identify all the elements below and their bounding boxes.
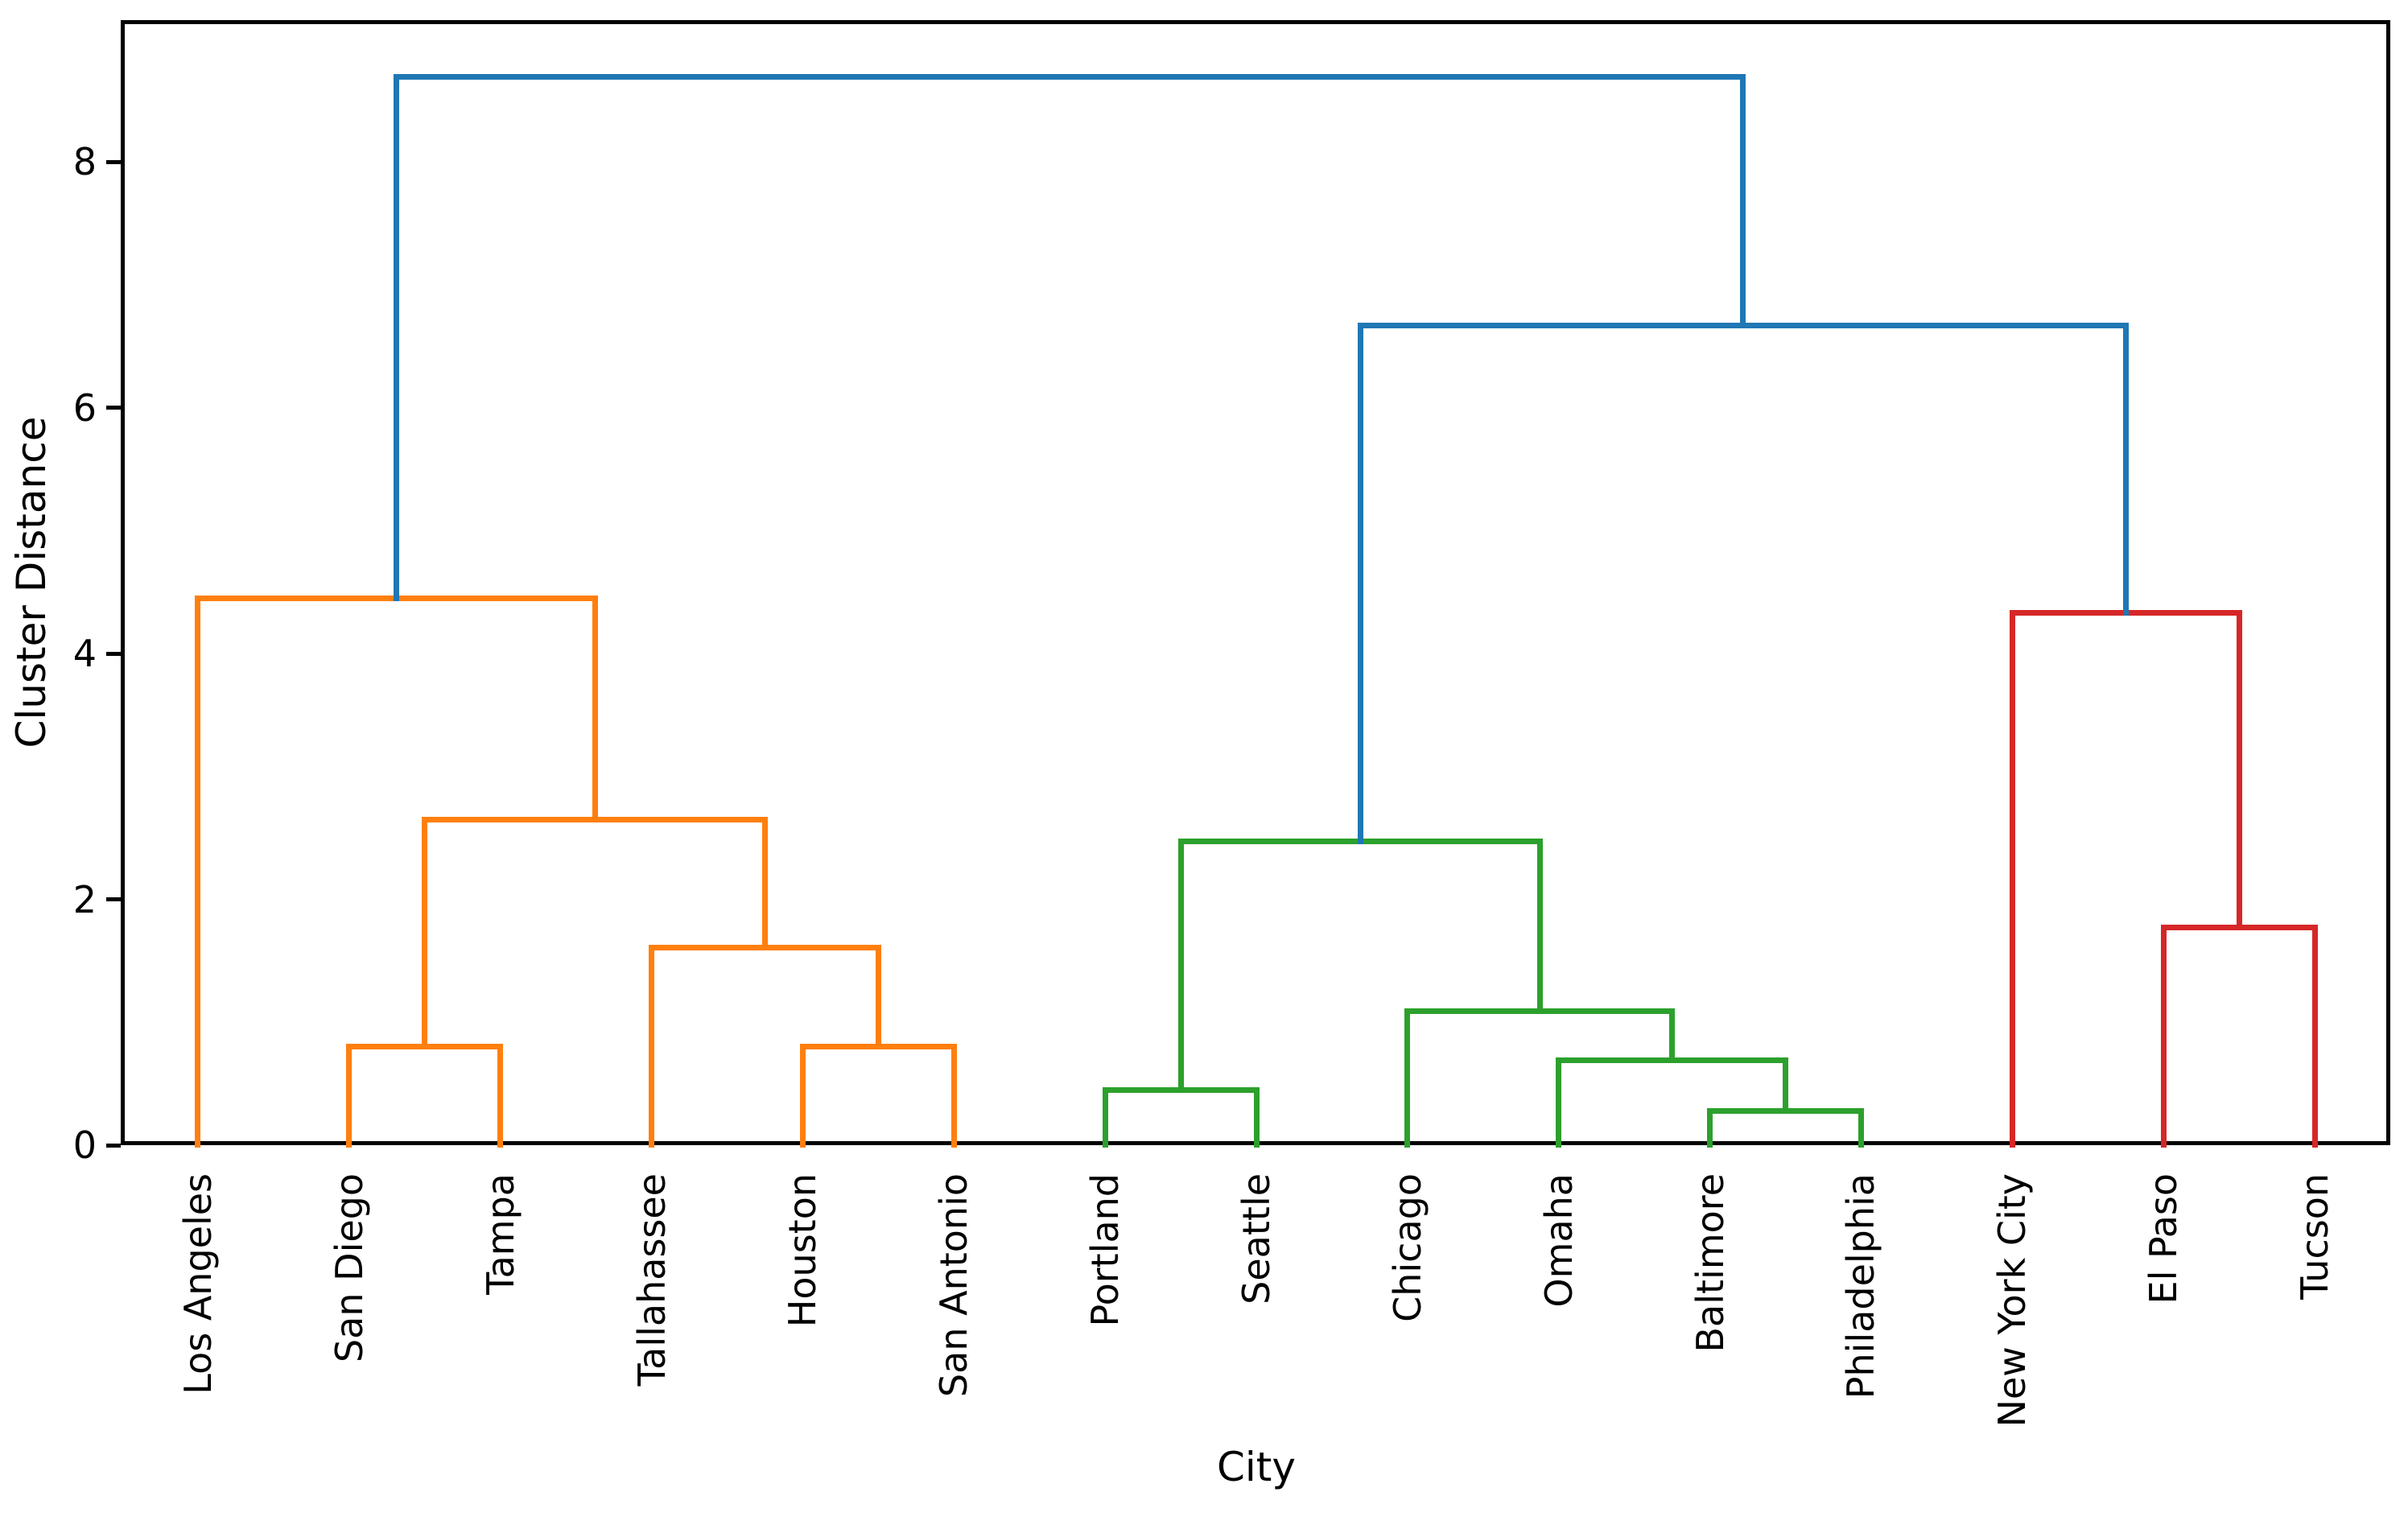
dendrogram-link-leg bbox=[1783, 1057, 1789, 1114]
dendrogram-link-leg bbox=[346, 1044, 353, 1148]
dendrogram-link-leg bbox=[1707, 1107, 1713, 1148]
dendrogram-link-leg bbox=[1404, 1008, 1411, 1148]
dendrogram-link-leg bbox=[2311, 925, 2318, 1148]
dendrogram-link-leg bbox=[592, 595, 598, 822]
dendrogram-link-leg bbox=[649, 944, 655, 1148]
x-tick-label: Houston bbox=[781, 1173, 825, 1329]
x-tick-label-text: Tucson bbox=[2293, 1173, 2337, 1300]
x-tick-label-text: Houston bbox=[781, 1173, 825, 1328]
y-tick-label: 2 bbox=[72, 877, 97, 921]
y-tick-mark bbox=[106, 159, 121, 164]
x-tick-label-text: Chicago bbox=[1385, 1173, 1429, 1322]
dendrogram-link-leg bbox=[1177, 839, 1184, 1093]
dendrogram-link-leg bbox=[422, 816, 428, 1050]
x-tick-label: Tallahassee bbox=[629, 1173, 674, 1388]
dendrogram-link-leg bbox=[1357, 322, 1363, 845]
dendrogram-link-leg bbox=[875, 944, 881, 1050]
x-tick-label-text: Portland bbox=[1083, 1173, 1128, 1327]
dendrogram-link-leg bbox=[394, 74, 399, 601]
x-tick-label-text: Tallahassee bbox=[629, 1173, 674, 1387]
dendrogram-link-leg bbox=[1556, 1057, 1562, 1148]
y-tick-label: 6 bbox=[72, 385, 97, 430]
dendrogram-link-leg bbox=[2122, 322, 2129, 616]
y-tick-mark bbox=[106, 1143, 121, 1148]
plot-area bbox=[121, 20, 2390, 1145]
x-tick-label: Seattle bbox=[1235, 1173, 1278, 1307]
x-tick-label: San Diego bbox=[327, 1173, 371, 1365]
x-tick-label: Chicago bbox=[1385, 1173, 1429, 1325]
x-tick-label: Tampa bbox=[478, 1173, 522, 1297]
x-tick-label-text: Philadelphia bbox=[1839, 1173, 1883, 1399]
dendrogram-link-leg bbox=[497, 1044, 504, 1148]
dendrogram-link-leg bbox=[1102, 1086, 1108, 1148]
x-axis-title: City bbox=[1217, 1444, 1296, 1490]
dendrogram-link-bar bbox=[394, 74, 1746, 80]
dendrogram-link-leg bbox=[950, 1044, 957, 1148]
x-tick-label-text: San Antonio bbox=[932, 1173, 976, 1398]
dendrogram-link-leg bbox=[195, 595, 201, 1148]
y-axis-title-text: Cluster Distance bbox=[8, 416, 55, 748]
x-tick-label-text: San Diego bbox=[327, 1173, 371, 1363]
x-tick-label: San Antonio bbox=[932, 1173, 976, 1399]
dendrogram-link-leg bbox=[1858, 1107, 1864, 1148]
x-tick-label-text: Seattle bbox=[1235, 1173, 1278, 1305]
dendrogram-link-leg bbox=[2160, 925, 2167, 1148]
dendrogram-link-leg bbox=[1740, 74, 1746, 328]
x-tick-label: El Paso bbox=[2142, 1173, 2186, 1306]
y-tick-mark bbox=[106, 406, 121, 410]
x-tick-label: New York City bbox=[1990, 1173, 2035, 1429]
x-tick-label-text: El Paso bbox=[2142, 1173, 2186, 1305]
dendrogram-link-leg bbox=[799, 1044, 806, 1148]
x-tick-label: Tucson bbox=[2293, 1173, 2337, 1302]
dendrogram-link-leg bbox=[1669, 1008, 1676, 1064]
dendrogram-link-leg bbox=[2009, 610, 2015, 1148]
y-tick-label: 8 bbox=[72, 140, 97, 184]
x-tick-label-text: Tampa bbox=[478, 1173, 522, 1295]
y-tick-mark bbox=[106, 897, 121, 902]
x-tick-label: Los Angeles bbox=[175, 1173, 220, 1397]
x-tick-label: Baltimore bbox=[1688, 1173, 1732, 1355]
y-tick-label: 4 bbox=[72, 632, 97, 676]
dendrogram-link-leg bbox=[1253, 1086, 1260, 1148]
x-tick-label-text: Omaha bbox=[1536, 1173, 1581, 1308]
dendrogram-link-leg bbox=[2236, 610, 2242, 931]
x-tick-label-text: Baltimore bbox=[1688, 1173, 1732, 1353]
y-tick-mark bbox=[106, 651, 121, 656]
y-tick-label: 0 bbox=[72, 1123, 97, 1167]
x-tick-label: Portland bbox=[1083, 1173, 1128, 1329]
y-axis-title: Cluster Distance bbox=[8, 416, 55, 751]
x-tick-label: Philadelphia bbox=[1839, 1173, 1883, 1401]
dendrogram-link-leg bbox=[1536, 839, 1543, 1014]
dendrogram-link-leg bbox=[761, 816, 768, 950]
x-tick-label-text: Los Angeles bbox=[175, 1173, 220, 1395]
x-tick-label-text: New York City bbox=[1990, 1173, 2035, 1428]
x-tick-label: Omaha bbox=[1536, 1173, 1581, 1310]
